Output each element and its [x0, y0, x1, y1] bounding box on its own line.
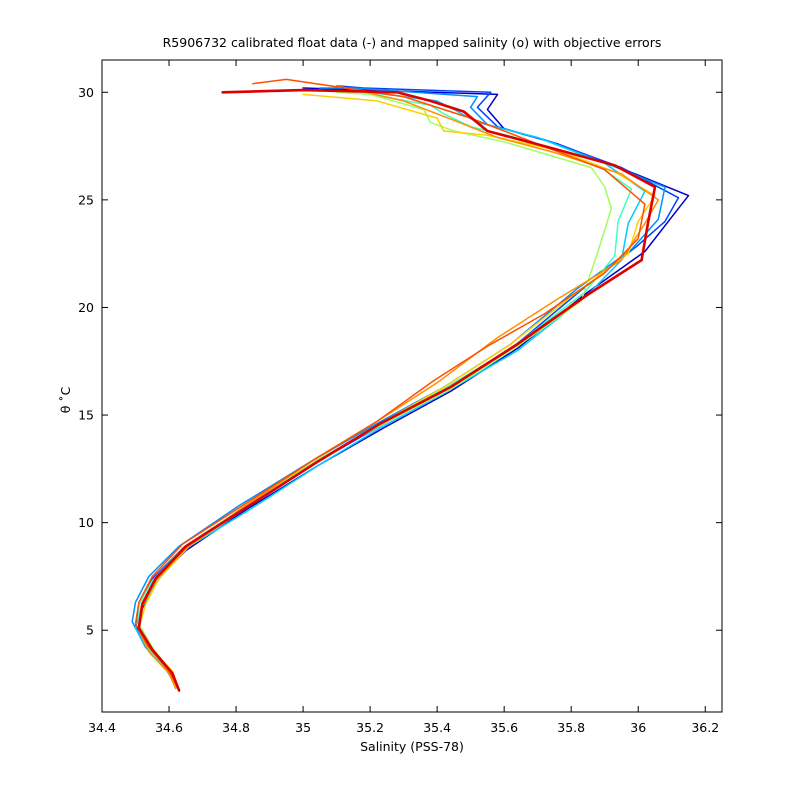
y-tick-label: 25 [78, 192, 94, 207]
y-axis-ticks: 5 10 15 20 25 30 [78, 85, 722, 638]
y-tick-label: 5 [86, 623, 94, 638]
y-axis-label: θ ˚C [58, 386, 73, 413]
series-line-9 [134, 78, 646, 692]
series-line-3 [131, 87, 666, 692]
x-tick-label: 35.2 [356, 720, 384, 735]
series-line-10 [137, 88, 657, 692]
y-tick-label: 15 [78, 408, 94, 423]
x-tick-label: 35.6 [490, 720, 518, 735]
x-axis-ticks: 34.4 34.6 34.8 35 35.2 35.4 35.6 35.8 36 36.2 [88, 60, 719, 735]
x-tick-label: 35.8 [557, 720, 585, 735]
series-line-7 [138, 93, 656, 692]
x-tick-label: 34.8 [222, 720, 250, 735]
series-line-4 [134, 89, 646, 690]
plot-frame [101, 59, 723, 713]
series-line-1 [138, 87, 690, 692]
y-tick-label: 20 [78, 300, 94, 315]
plot-area: 34.4 34.6 34.8 35 35.2 35.4 35.6 35.8 36 36.2 5 10… [78, 59, 723, 735]
series-layer [131, 78, 690, 692]
x-axis-label: Salinity (PSS-78) [360, 739, 464, 754]
x-tick-label: 34.6 [155, 720, 183, 735]
series-line-8 [138, 85, 660, 690]
x-tick-label: 35 [295, 720, 311, 735]
x-tick-label: 36 [630, 720, 646, 735]
series-line-6 [138, 91, 613, 690]
series-line-5 [138, 91, 633, 692]
x-tick-label: 36.2 [691, 720, 719, 735]
y-tick-label: 30 [78, 85, 94, 100]
y-tick-label: 10 [78, 515, 94, 530]
x-tick-label: 34.4 [88, 720, 116, 735]
x-tick-label: 35.4 [423, 720, 451, 735]
chart-title: R5906732 calibrated float data (-) and m… [163, 35, 662, 50]
